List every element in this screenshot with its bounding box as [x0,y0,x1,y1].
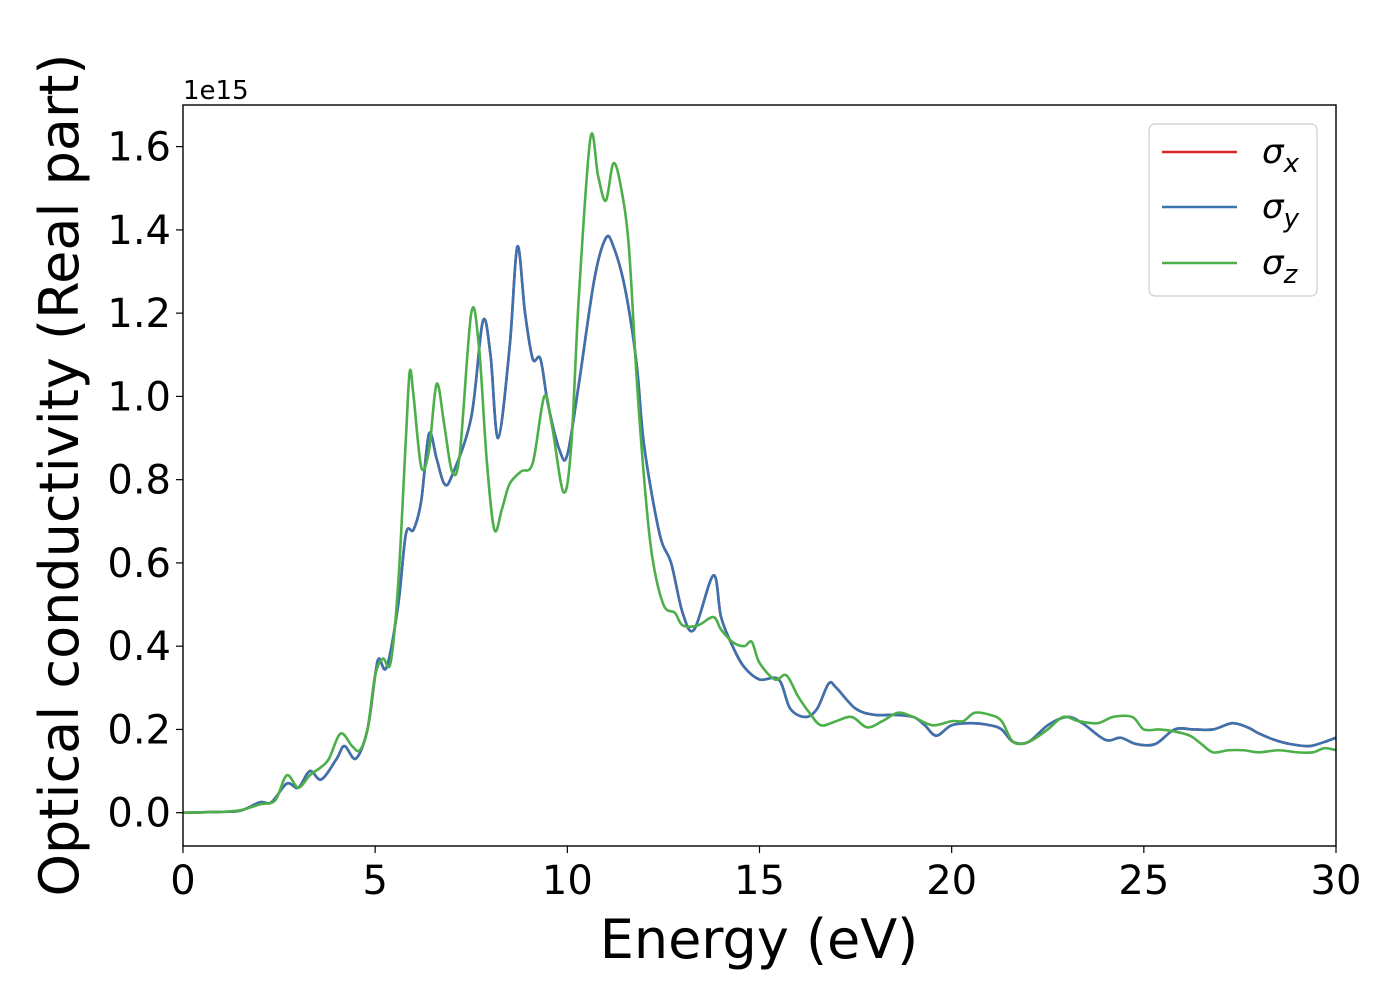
y-tick-label: 0.0 [107,791,171,837]
y-tick-label: 0.2 [107,707,171,753]
series-line-y [183,234,1336,814]
y-axis-title: Optical conductivity (Real part) [28,54,91,897]
plot-area [183,132,1336,814]
x-axis: 0 5 10 15 20 25 30 [170,846,1361,904]
x-tick-label: 25 [1118,858,1169,904]
x-axis-title: Energy (eV) [600,908,919,971]
x-tick-label: 30 [1311,858,1362,904]
x-tick-label: 5 [362,858,387,904]
legend-label-y: σy [1262,187,1300,234]
legend-label-z: σz [1262,243,1299,290]
legend: σx σy σz [1148,123,1318,297]
x-tick-label: 20 [926,858,977,904]
y-tick-label: 1.2 [107,291,171,337]
series-line-z [183,132,1336,814]
y-tick-label: 0.8 [107,458,171,504]
y-offset-text: 1e15 [183,76,249,106]
x-tick-label: 0 [170,858,195,904]
y-tick-label: 1.6 [107,125,171,171]
y-tick-label: 0.6 [107,541,171,587]
x-tick-label: 15 [734,858,785,904]
y-tick-label: 0.4 [107,624,171,670]
y-tick-label: 1.0 [107,374,171,420]
x-tick-label: 10 [542,858,593,904]
legend-box [1148,123,1318,297]
y-axis: 0.0 0.2 0.4 0.6 0.8 1.0 1.2 1.4 1.6 [107,125,183,837]
y-tick-label: 1.4 [107,208,171,254]
legend-label-x: σx [1262,132,1300,179]
